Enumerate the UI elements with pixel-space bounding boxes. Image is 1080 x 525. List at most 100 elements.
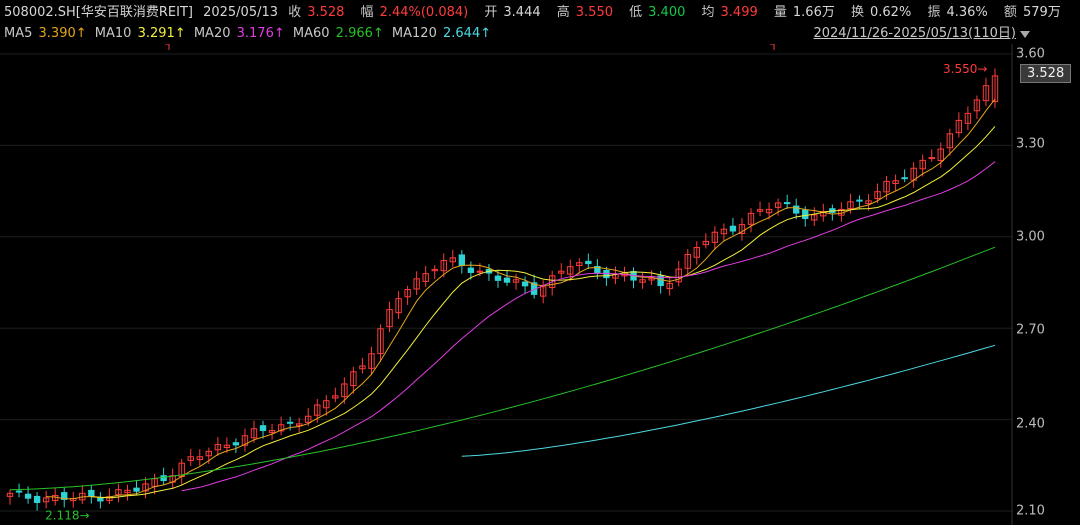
candle-body: [51, 494, 59, 502]
amount-field: 额 579万: [1003, 5, 1061, 20]
candle-body: [223, 444, 231, 449]
quote-header: 508002.SH[华安百联消费REIT] 2025/05/13 收 3.528 …: [4, 4, 1073, 22]
candle-body: [648, 277, 655, 281]
marker-icon: [770, 44, 775, 50]
high-field: 高 3.550: [556, 5, 613, 20]
candle-body: [783, 202, 791, 205]
candle-body: [684, 253, 691, 269]
candle-body: [847, 201, 854, 210]
candle-body: [33, 495, 41, 503]
candle-body: [919, 159, 926, 170]
candle-body: [892, 180, 899, 185]
candle-body: [666, 282, 673, 290]
avg-field: 均 3.499: [701, 5, 758, 20]
chevron-down-icon[interactable]: [1020, 31, 1030, 38]
candle-body: [42, 497, 50, 503]
candle-body: [720, 228, 728, 235]
candle-body: [449, 257, 456, 263]
candle-body: [350, 371, 357, 387]
candle-body: [503, 277, 511, 283]
date-range-selector[interactable]: 2024/11/26-2025/05/13(110日): [813, 26, 1016, 41]
candlestick-chart[interactable]: 3.550→ 2.118→: [0, 44, 1080, 525]
candle-body: [422, 273, 429, 282]
candle-body: [702, 240, 710, 246]
candle-body: [314, 404, 321, 416]
ma5-line: [46, 98, 996, 500]
quote-date: 2025/05/13: [203, 5, 279, 20]
candle-body: [576, 262, 583, 267]
candle-body: [856, 199, 863, 202]
candle-body: [549, 275, 556, 288]
candle-body: [820, 211, 827, 217]
candle-body: [738, 224, 746, 234]
candle-body: [196, 456, 203, 461]
high-annotation: 3.550→: [943, 62, 987, 76]
candle-body: [928, 157, 935, 160]
candle-body: [693, 246, 700, 258]
security-code[interactable]: 508002.SH[华安百联消费REIT]: [4, 5, 193, 20]
candle-body: [458, 254, 466, 266]
open-field: 开 3.444: [484, 5, 541, 20]
candle-body: [431, 268, 438, 272]
candle-body: [88, 489, 95, 497]
candle-body: [413, 278, 420, 290]
candle-body: [386, 309, 393, 328]
candle-body: [729, 225, 737, 232]
candle-body: [991, 75, 999, 103]
candle-body: [567, 266, 574, 275]
candle-body: [97, 497, 104, 502]
candle-body: [323, 400, 330, 409]
candle-body: [657, 275, 664, 287]
candle-body: [774, 202, 782, 208]
y-tick: 3.00: [1016, 229, 1045, 245]
ma20-line: [181, 161, 996, 492]
y-tick: 3.30: [1016, 136, 1045, 152]
candle-body: [756, 209, 764, 212]
close-field: 收 3.528: [288, 5, 345, 20]
y-tick: 2.70: [1016, 322, 1045, 338]
candle-body: [241, 435, 249, 446]
ma5-legend: MA5 3.390↑: [4, 26, 87, 41]
candle-body: [558, 270, 565, 274]
candle-body: [711, 231, 719, 243]
candle-body: [124, 489, 131, 494]
candle-body: [115, 489, 122, 496]
candle-body: [865, 200, 872, 205]
candle-body: [61, 492, 68, 500]
candle-body: [802, 209, 809, 220]
candle-body: [24, 493, 32, 499]
candle-body: [874, 191, 881, 199]
candle-body: [811, 214, 818, 221]
volume-field: 量 1.66万: [773, 5, 835, 20]
candle-body: [160, 475, 167, 482]
candle-body: [675, 268, 682, 283]
candle-body: [286, 421, 294, 424]
ma20-legend: MA20 3.176↑: [193, 26, 285, 41]
ma120-legend: MA120 2.644↑: [391, 26, 492, 41]
candle-body: [15, 490, 23, 493]
candle-body: [341, 383, 348, 398]
candle-body: [187, 456, 194, 461]
candle-body: [305, 415, 312, 423]
candle-body: [747, 212, 755, 225]
candle-body: [955, 119, 963, 134]
candle-body: [603, 269, 610, 279]
candle-body: [973, 99, 981, 112]
candle-body: [359, 365, 366, 370]
candle-body: [232, 442, 240, 446]
candle-body: [946, 133, 954, 149]
candle-body: [793, 205, 800, 214]
candle-body: [377, 328, 384, 355]
ma-legend: MA5 3.390↑ MA10 3.291↑ MA20 3.176↑ MA60 …: [4, 25, 495, 43]
candle-body: [467, 267, 475, 273]
candle-body: [250, 428, 258, 439]
candle-body: [395, 298, 402, 314]
ma60-line: [9, 246, 996, 491]
candle-body: [883, 180, 890, 193]
turnover-field: 换 0.62%: [850, 5, 912, 20]
candle-body: [268, 430, 276, 434]
candle-body: [295, 423, 303, 427]
ma60-legend: MA60 2.966↑: [292, 26, 384, 41]
y-tick: 2.40: [1016, 416, 1045, 432]
amplitude-field: 振 4.36%: [927, 5, 988, 20]
